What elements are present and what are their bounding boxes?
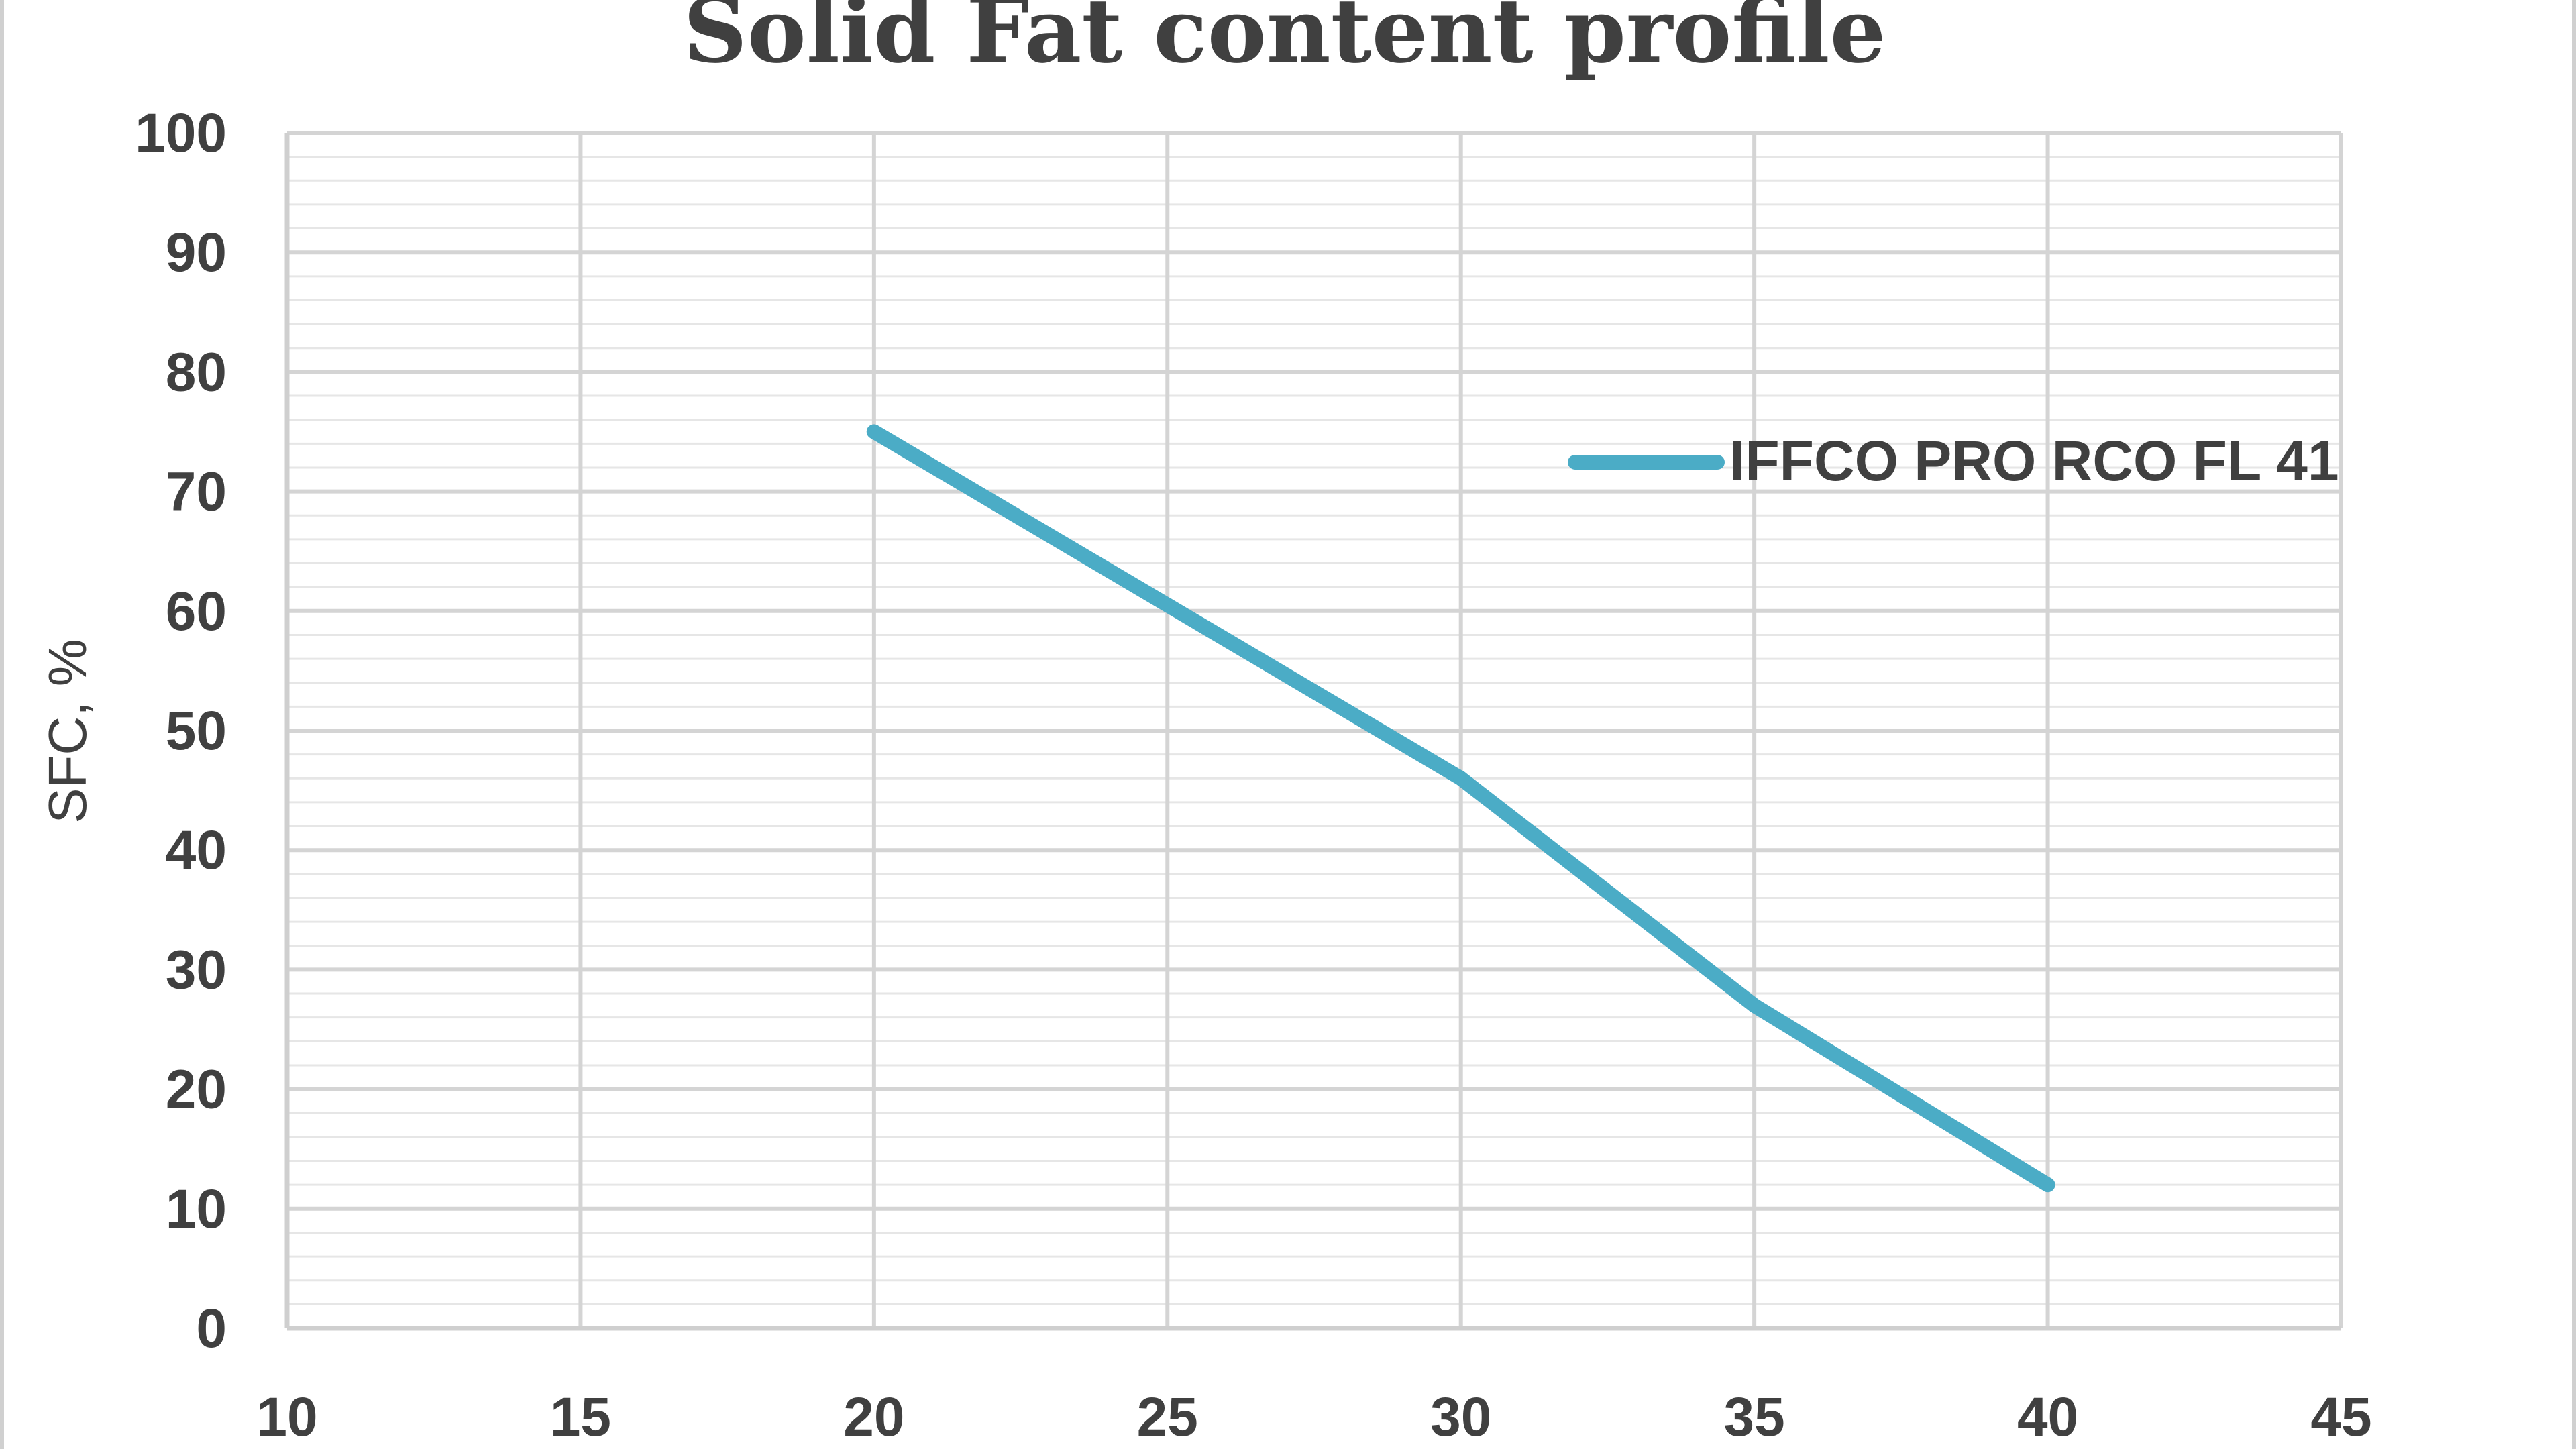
y-tick-label: 30: [166, 939, 227, 1000]
series-layer: [866, 424, 2055, 1193]
chart-title: Solid Fat content profile: [683, 0, 1886, 83]
y-axis-label: SFC, %: [38, 639, 97, 824]
x-tick-label: 40: [2017, 1387, 2078, 1448]
data-point: [1160, 597, 1175, 612]
x-tick-label: 15: [550, 1387, 611, 1448]
x-axis-ticks: 10 15 20 25 30 35 40 45: [256, 1387, 2371, 1448]
y-tick-label: 20: [166, 1059, 227, 1120]
data-point: [1747, 998, 1762, 1013]
data-point: [2040, 1177, 2055, 1193]
legend-label-iffco-pro-rco-fl-41: IFFCO PRO RCO FL 41: [1729, 429, 2339, 492]
x-tick-label: 25: [1137, 1387, 1198, 1448]
y-tick-label: 90: [166, 222, 227, 283]
y-tick-label: 100: [135, 103, 227, 164]
y-tick-label: 0: [196, 1298, 227, 1359]
data-point: [1453, 771, 1468, 786]
y-tick-label: 60: [166, 581, 227, 642]
y-axis-ticks: 0 10 20 30 40 50 60 70 80 90 100: [135, 103, 227, 1359]
x-tick-label: 30: [1430, 1387, 1491, 1448]
minor-gridlines: [287, 156, 2341, 1305]
x-tick-label: 20: [843, 1387, 904, 1448]
y-tick-label: 10: [166, 1179, 227, 1240]
y-tick-label: 40: [166, 820, 227, 881]
y-tick-label: 80: [166, 341, 227, 402]
major-gridlines: [285, 131, 2343, 1330]
axes: [284, 133, 2341, 1331]
y-tick-label: 70: [166, 462, 227, 523]
y-tick-label: 50: [166, 700, 227, 761]
x-tick-label: 10: [256, 1387, 317, 1448]
legend: IFFCO PRO RCO FL 41: [1568, 429, 2339, 492]
x-tick-label: 35: [1724, 1387, 1785, 1448]
data-point: [866, 424, 881, 439]
x-tick-label: 45: [2310, 1387, 2371, 1448]
